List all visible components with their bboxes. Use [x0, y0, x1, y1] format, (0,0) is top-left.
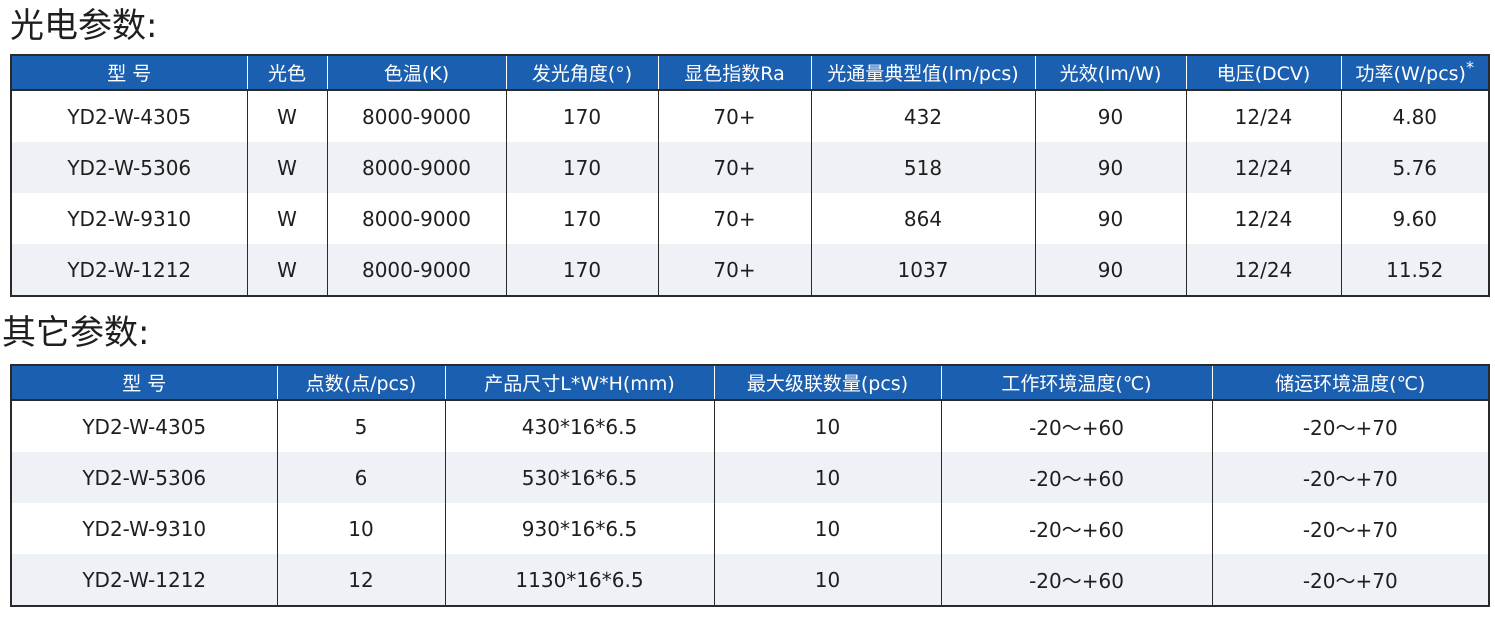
cell-model: YD2-W-1212	[10, 554, 278, 606]
header-power-label: 功率(W/pcs)	[1355, 63, 1466, 85]
table-row: YD2-W-9310 10 930*16*6.5 10 -20～+60 -20～…	[10, 503, 1490, 554]
cell-power: 11.52	[1340, 244, 1490, 296]
cell-voltage: 12/24	[1185, 193, 1342, 244]
cell-efficacy: 90	[1034, 244, 1187, 296]
header-point-count: 点数(点/pcs)	[276, 365, 446, 401]
header-light-color: 光色	[246, 55, 328, 91]
table-row: YD2-W-4305 5 430*16*6.5 10 -20～+60 -20～+…	[10, 400, 1490, 452]
cell-model: YD2-W-4305	[10, 90, 248, 142]
cell-beam-angle: 170	[505, 90, 659, 142]
header-model: 型 号	[11, 365, 278, 401]
cell-efficacy: 90	[1034, 142, 1187, 193]
cell-voltage: 12/24	[1185, 142, 1342, 193]
cell-point-count: 5	[276, 400, 446, 452]
cell-operating-temp: -20～+60	[940, 503, 1213, 554]
header-luminous-flux: 光通量典型值(lm/pcs)	[810, 55, 1036, 91]
cell-power: 5.76	[1340, 142, 1490, 193]
table-row: YD2-W-5306 6 530*16*6.5 10 -20～+60 -20～+…	[10, 452, 1490, 503]
cell-beam-angle: 170	[505, 193, 659, 244]
cell-point-count: 12	[276, 554, 446, 606]
cell-light-color: W	[246, 90, 328, 142]
cell-luminous-flux: 432	[810, 90, 1036, 142]
cell-model: YD2-W-4305	[10, 400, 278, 452]
cell-dimensions: 530*16*6.5	[444, 452, 715, 503]
cell-max-cascade: 10	[713, 400, 942, 452]
cell-storage-temp: -20～+70	[1211, 452, 1490, 503]
cell-light-color: W	[246, 142, 328, 193]
cell-power: 4.80	[1340, 90, 1490, 142]
cell-cri: 70+	[657, 90, 812, 142]
table-row: YD2-W-1212 W 8000-9000 170 70+ 1037 90 1…	[10, 244, 1490, 296]
cell-point-count: 10	[276, 503, 446, 554]
header-dimensions: 产品尺寸L*W*H(mm)	[444, 365, 715, 401]
cell-voltage: 12/24	[1185, 244, 1342, 296]
cell-storage-temp: -20～+70	[1211, 554, 1490, 606]
cell-beam-angle: 170	[505, 142, 659, 193]
header-max-cascade: 最大级联数量(pcs)	[713, 365, 942, 401]
cell-model: YD2-W-1212	[10, 244, 248, 296]
cell-luminous-flux: 1037	[810, 244, 1036, 296]
cell-efficacy: 90	[1034, 193, 1187, 244]
cell-point-count: 6	[276, 452, 446, 503]
power-note-mark: *	[1465, 57, 1474, 77]
cell-max-cascade: 10	[713, 503, 942, 554]
cell-storage-temp: -20～+70	[1211, 400, 1490, 452]
cell-efficacy: 90	[1034, 90, 1187, 142]
cell-power: 9.60	[1340, 193, 1490, 244]
cell-storage-temp: -20～+70	[1211, 503, 1490, 554]
header-model: 型 号	[11, 55, 248, 91]
header-color-temp: 色温(K)	[326, 55, 507, 91]
table-row: YD2-W-4305 W 8000-9000 170 70+ 432 90 12…	[10, 90, 1490, 142]
header-storage-temp: 储运环境温度(℃)	[1211, 365, 1489, 401]
other-params-table: 型 号 点数(点/pcs) 产品尺寸L*W*H(mm) 最大级联数量(pcs) …	[10, 364, 1490, 607]
cell-cri: 70+	[657, 244, 812, 296]
cell-light-color: W	[246, 193, 328, 244]
cell-max-cascade: 10	[713, 554, 942, 606]
table-row: YD2-W-1212 12 1130*16*6.5 10 -20～+60 -20…	[10, 554, 1490, 606]
table-row: YD2-W-5306 W 8000-9000 170 70+ 518 90 12…	[10, 142, 1490, 193]
table-header-row: 型 号 点数(点/pcs) 产品尺寸L*W*H(mm) 最大级联数量(pcs) …	[11, 365, 1489, 401]
cell-model: YD2-W-9310	[10, 503, 278, 554]
other-section-title: 其它参数:	[2, 313, 150, 353]
header-cri: 显色指数Ra	[657, 55, 812, 91]
header-voltage: 电压(DCV)	[1185, 55, 1342, 91]
header-efficacy: 光效(lm/W)	[1034, 55, 1187, 91]
cell-operating-temp: -20～+60	[940, 400, 1213, 452]
cell-light-color: W	[246, 244, 328, 296]
cell-operating-temp: -20～+60	[940, 554, 1213, 606]
cell-color-temp: 8000-9000	[326, 244, 507, 296]
cell-color-temp: 8000-9000	[326, 90, 507, 142]
cell-cri: 70+	[657, 142, 812, 193]
cell-model: YD2-W-5306	[10, 452, 278, 503]
cell-max-cascade: 10	[713, 452, 942, 503]
cell-cri: 70+	[657, 193, 812, 244]
cell-luminous-flux: 518	[810, 142, 1036, 193]
header-power: 功率(W/pcs)*	[1340, 55, 1489, 91]
cell-dimensions: 1130*16*6.5	[444, 554, 715, 606]
header-operating-temp: 工作环境温度(℃)	[940, 365, 1213, 401]
cell-beam-angle: 170	[505, 244, 659, 296]
photoelectric-params-table: 型 号 光色 色温(K) 发光角度(°) 显色指数Ra 光通量典型值(lm/pc…	[10, 54, 1490, 297]
cell-dimensions: 930*16*6.5	[444, 503, 715, 554]
header-beam-angle: 发光角度(°)	[505, 55, 659, 91]
cell-dimensions: 430*16*6.5	[444, 400, 715, 452]
cell-voltage: 12/24	[1185, 90, 1342, 142]
table-row: YD2-W-9310 W 8000-9000 170 70+ 864 90 12…	[10, 193, 1490, 244]
table-header-row: 型 号 光色 色温(K) 发光角度(°) 显色指数Ra 光通量典型值(lm/pc…	[11, 55, 1489, 91]
cell-model: YD2-W-9310	[10, 193, 248, 244]
photoelectric-section-title: 光电参数:	[10, 6, 158, 46]
cell-model: YD2-W-5306	[10, 142, 248, 193]
cell-operating-temp: -20～+60	[940, 452, 1213, 503]
cell-color-temp: 8000-9000	[326, 193, 507, 244]
cell-color-temp: 8000-9000	[326, 142, 507, 193]
cell-luminous-flux: 864	[810, 193, 1036, 244]
